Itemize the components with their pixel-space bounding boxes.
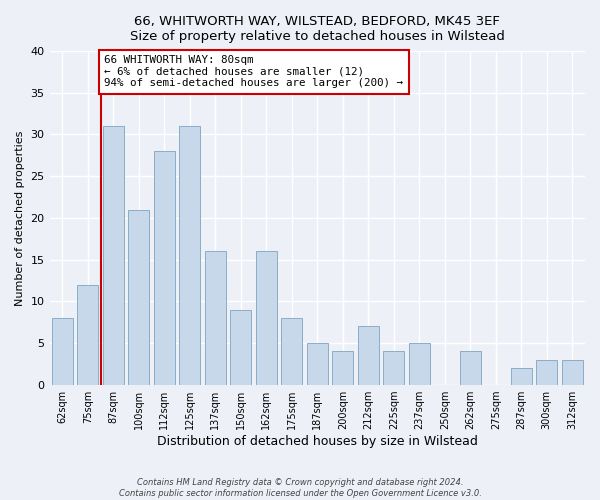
Text: Contains HM Land Registry data © Crown copyright and database right 2024.
Contai: Contains HM Land Registry data © Crown c… xyxy=(119,478,481,498)
Bar xyxy=(103,126,124,384)
Y-axis label: Number of detached properties: Number of detached properties xyxy=(15,130,25,306)
Bar xyxy=(77,284,98,384)
Bar xyxy=(383,351,404,384)
Bar xyxy=(332,351,353,384)
Bar xyxy=(536,360,557,384)
Bar xyxy=(358,326,379,384)
Text: 66 WHITWORTH WAY: 80sqm
← 6% of detached houses are smaller (12)
94% of semi-det: 66 WHITWORTH WAY: 80sqm ← 6% of detached… xyxy=(104,56,403,88)
Bar xyxy=(205,251,226,384)
Bar xyxy=(154,151,175,384)
Bar xyxy=(511,368,532,384)
Bar xyxy=(409,343,430,384)
X-axis label: Distribution of detached houses by size in Wilstead: Distribution of detached houses by size … xyxy=(157,434,478,448)
Bar xyxy=(179,126,200,384)
Bar xyxy=(52,318,73,384)
Bar xyxy=(281,318,302,384)
Bar xyxy=(307,343,328,384)
Bar xyxy=(230,310,251,384)
Bar xyxy=(562,360,583,384)
Bar xyxy=(256,251,277,384)
Title: 66, WHITWORTH WAY, WILSTEAD, BEDFORD, MK45 3EF
Size of property relative to deta: 66, WHITWORTH WAY, WILSTEAD, BEDFORD, MK… xyxy=(130,15,505,43)
Bar xyxy=(460,351,481,384)
Bar xyxy=(128,210,149,384)
